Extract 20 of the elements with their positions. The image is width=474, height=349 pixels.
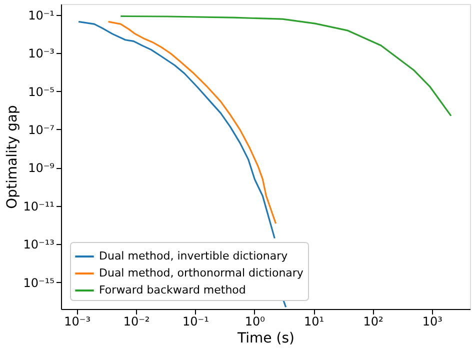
y-tick-label: 10⁻³: [28, 46, 55, 61]
legend-label: Dual method, orthonormal dictionary: [99, 266, 304, 280]
legend-label: Forward backward method: [99, 284, 246, 296]
y-tick-label: 10⁻¹¹: [23, 199, 55, 214]
legend-label: Dual method, invertible dictionary: [99, 250, 288, 262]
x-tick-label: 10⁻¹: [182, 314, 210, 328]
x-tick-label: 10⁻³: [64, 314, 91, 328]
x-tick-label: 10⁰: [244, 314, 266, 328]
x-axis-title: Time (s): [236, 330, 294, 346]
x-tick-label: 10²: [363, 314, 384, 328]
y-axis-title: Optimality gap: [4, 104, 20, 209]
y-tick-label: 10⁻⁷: [28, 122, 55, 137]
x-tick-label: 10⁻²: [123, 314, 150, 328]
x-tick-label: 10³: [422, 314, 443, 328]
y-tick-label: 10⁻¹⁵: [23, 276, 55, 290]
y-tick-label: 10⁻⁹: [28, 161, 55, 176]
y-tick-label: 10⁻¹: [28, 8, 55, 22]
y-tick-label: 10⁻¹³: [23, 238, 55, 252]
y-tick-label: 10⁻⁵: [28, 84, 55, 99]
x-tick-label: 10¹: [304, 314, 324, 328]
